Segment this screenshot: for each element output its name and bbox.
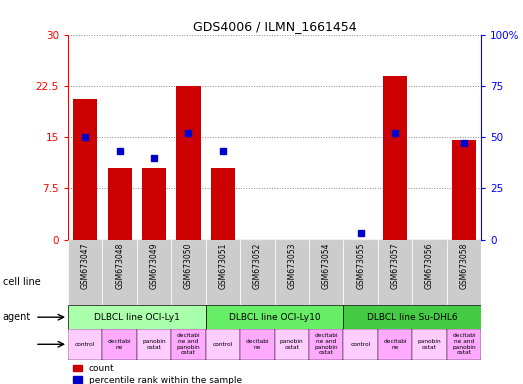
- Bar: [108, 168, 132, 240]
- Text: GSM673055: GSM673055: [356, 243, 365, 290]
- Text: GSM673050: GSM673050: [184, 243, 193, 290]
- Legend: count, percentile rank within the sample: count, percentile rank within the sample: [73, 364, 242, 384]
- Text: panobin
ostat: panobin ostat: [418, 339, 441, 350]
- Bar: [344, 306, 481, 329]
- Text: panobin
ostat: panobin ostat: [280, 339, 304, 350]
- Bar: [383, 76, 407, 240]
- Bar: [378, 329, 412, 360]
- Text: decitabi
ne and
panobin
ostat: decitabi ne and panobin ostat: [177, 333, 200, 356]
- Text: GSM673058: GSM673058: [459, 243, 469, 289]
- Text: decitabi
ne: decitabi ne: [245, 339, 269, 350]
- Bar: [103, 329, 137, 360]
- Text: decitabi
ne and
panobin
ostat: decitabi ne and panobin ostat: [314, 333, 338, 356]
- Title: GDS4006 / ILMN_1661454: GDS4006 / ILMN_1661454: [193, 20, 356, 33]
- Bar: [68, 240, 103, 306]
- Bar: [309, 240, 344, 306]
- Text: decitabi
ne: decitabi ne: [108, 339, 131, 350]
- Bar: [172, 329, 206, 360]
- Text: control: control: [350, 342, 371, 347]
- Text: decitabi
ne and
panobin
ostat: decitabi ne and panobin ostat: [452, 333, 476, 356]
- Text: panobin
ostat: panobin ostat: [142, 339, 166, 350]
- Text: GSM673054: GSM673054: [322, 243, 331, 290]
- Bar: [378, 240, 412, 306]
- Text: agent: agent: [3, 312, 31, 322]
- Bar: [447, 240, 481, 306]
- Bar: [412, 329, 447, 360]
- Text: GSM673053: GSM673053: [287, 243, 297, 290]
- Bar: [73, 99, 97, 240]
- Bar: [172, 240, 206, 306]
- Bar: [275, 329, 309, 360]
- Bar: [137, 329, 172, 360]
- Bar: [309, 329, 344, 360]
- Text: GSM673051: GSM673051: [219, 243, 228, 289]
- Bar: [176, 86, 200, 240]
- Text: decitabi
ne: decitabi ne: [383, 339, 407, 350]
- Text: DLBCL line OCI-Ly10: DLBCL line OCI-Ly10: [229, 313, 321, 322]
- Text: GSM673052: GSM673052: [253, 243, 262, 289]
- Text: GSM673047: GSM673047: [81, 243, 90, 290]
- Bar: [142, 168, 166, 240]
- Bar: [344, 240, 378, 306]
- Bar: [240, 240, 275, 306]
- Bar: [206, 306, 344, 329]
- Text: DLBCL line OCI-Ly1: DLBCL line OCI-Ly1: [94, 313, 180, 322]
- Bar: [452, 141, 476, 240]
- Text: control: control: [213, 342, 233, 347]
- Text: GSM673056: GSM673056: [425, 243, 434, 290]
- Bar: [275, 240, 309, 306]
- Text: GSM673057: GSM673057: [391, 243, 400, 290]
- Text: cell line: cell line: [3, 277, 40, 287]
- Bar: [103, 240, 137, 306]
- Text: control: control: [75, 342, 95, 347]
- Bar: [412, 240, 447, 306]
- Text: DLBCL line Su-DHL6: DLBCL line Su-DHL6: [367, 313, 458, 322]
- Text: GSM673049: GSM673049: [150, 243, 158, 290]
- Bar: [211, 168, 235, 240]
- Bar: [240, 329, 275, 360]
- Bar: [447, 329, 481, 360]
- Bar: [344, 329, 378, 360]
- Bar: [68, 306, 206, 329]
- Bar: [206, 329, 240, 360]
- Bar: [137, 240, 172, 306]
- Bar: [206, 240, 240, 306]
- Bar: [68, 329, 103, 360]
- Text: GSM673048: GSM673048: [115, 243, 124, 289]
